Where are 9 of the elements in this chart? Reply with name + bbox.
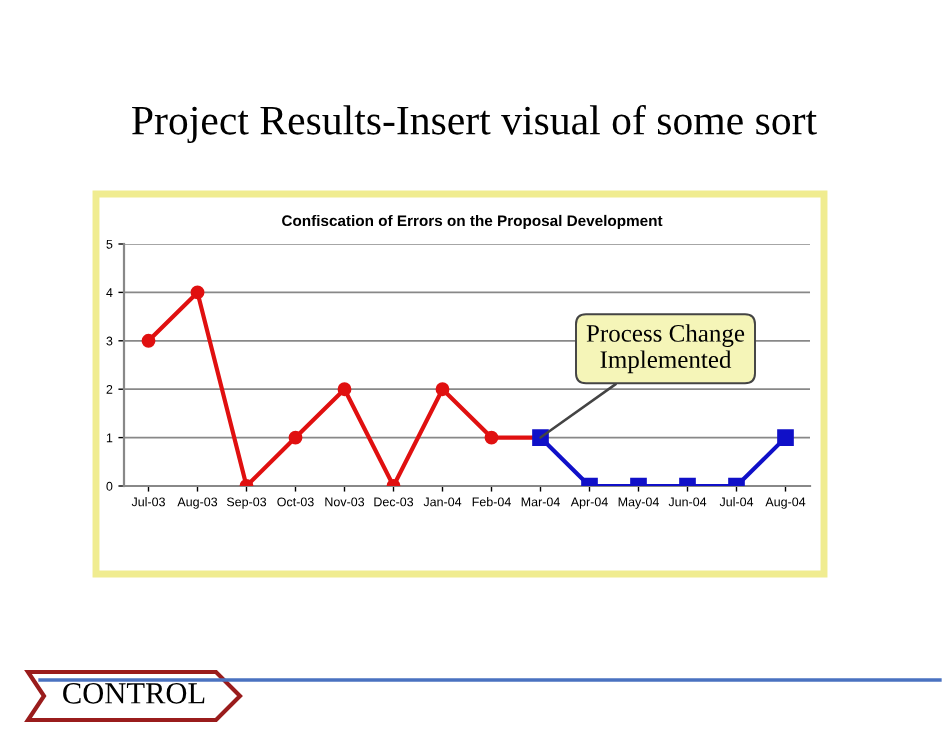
point xyxy=(288,430,303,445)
point xyxy=(141,333,156,348)
text: CONTROL xyxy=(63,683,205,704)
point xyxy=(435,382,450,397)
chart-title: Project Results-Insert visual of some sort xyxy=(132,104,817,144)
point xyxy=(337,382,352,397)
point xyxy=(484,430,499,445)
point xyxy=(777,429,794,446)
annotation: Process Change Implemented xyxy=(586,324,745,374)
